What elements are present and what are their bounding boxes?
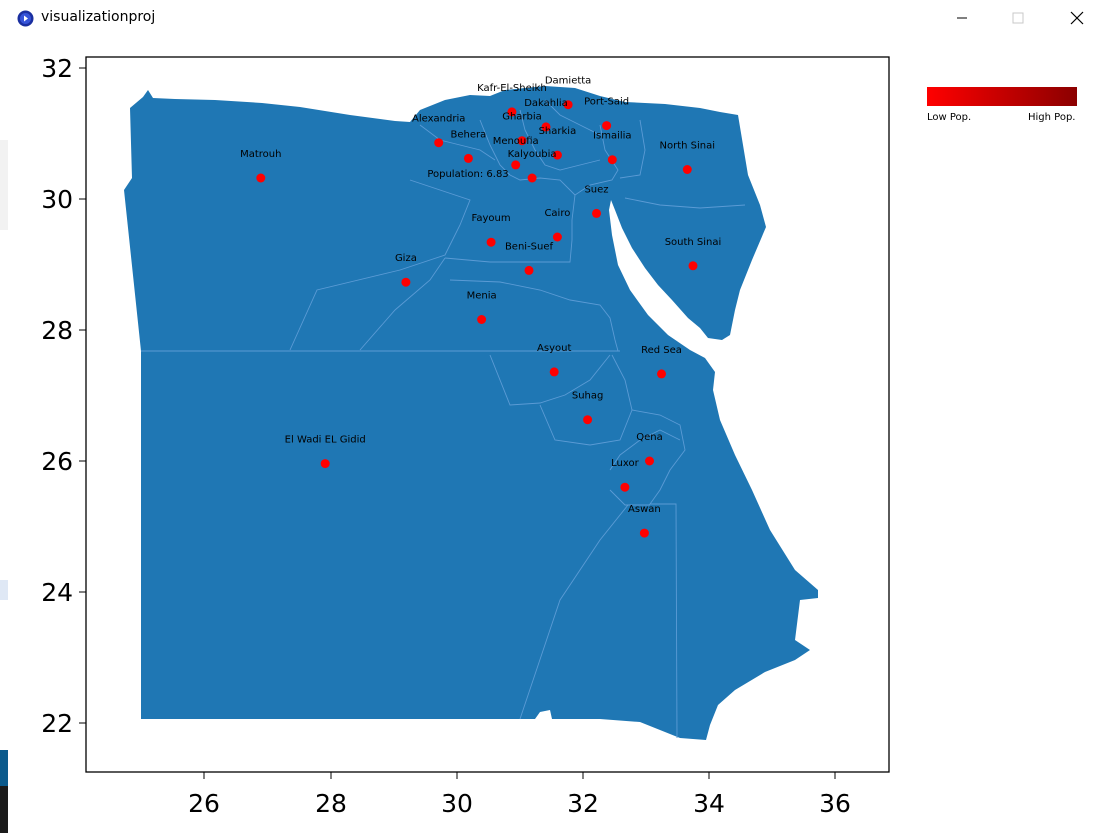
background-window-sliver (0, 580, 8, 600)
governorate-marker[interactable] (477, 315, 487, 324)
governorate-marker[interactable] (486, 237, 496, 247)
governorate-marker[interactable] (507, 107, 517, 117)
x-axis: 26 28 30 32 34 36 (188, 772, 851, 818)
governorate-label: North Sinai (660, 141, 716, 152)
governorate-marker[interactable] (549, 367, 559, 377)
governorate-label: Red Sea (641, 345, 682, 356)
y-axis: 32 30 28 26 24 22 (41, 54, 86, 738)
population-color-legend (927, 87, 1077, 106)
minimize-button[interactable] (939, 0, 985, 36)
governorate-label: Kafr-El-Sheikh (477, 83, 547, 94)
governorate-marker[interactable] (682, 165, 692, 174)
x-tick-label: 32 (567, 789, 599, 818)
governorate-label: Behera (451, 129, 487, 140)
governorate-marker[interactable] (645, 456, 654, 466)
y-tick-label: 24 (41, 578, 73, 607)
x-tick-label: 28 (315, 789, 347, 818)
governorate-label: Matrouh (240, 149, 281, 160)
y-tick-label: 32 (41, 54, 73, 83)
y-tick-label: 26 (41, 447, 73, 476)
governorate-label: Beni-Suef (505, 241, 554, 252)
governorate-marker[interactable] (602, 121, 612, 131)
governorate-marker[interactable] (563, 100, 573, 110)
egypt-landmass (124, 86, 818, 740)
governorate-marker[interactable] (657, 369, 666, 379)
governorate-label: Luxor (611, 458, 639, 469)
window-titlebar: visualizationproj (0, 0, 1108, 36)
governorate-label: South Sinai (665, 237, 722, 248)
y-tick-label: 30 (41, 185, 73, 214)
x-tick-label: 30 (441, 789, 473, 818)
governorate-label: Qena (636, 432, 663, 443)
governorate-label: Ismailia (593, 131, 632, 142)
governorate-marker[interactable] (256, 173, 266, 183)
governorate-marker[interactable] (552, 150, 562, 160)
governorate-marker[interactable] (517, 136, 527, 146)
governorate-marker[interactable] (463, 153, 473, 163)
x-tick-label: 36 (819, 789, 851, 818)
governorate-marker[interactable] (434, 138, 444, 148)
governorate-label: Giza (395, 253, 417, 264)
governorate-marker[interactable] (524, 265, 534, 275)
governorate-label: Dakahlia (524, 98, 568, 109)
hover-annotation: Population: 6.83 (427, 169, 508, 180)
close-icon (1070, 11, 1084, 25)
governorate-labels: Matrouh Alexandria Behera Kafr-El-SheikhDam… (240, 76, 721, 515)
governorate-markers (256, 100, 698, 538)
governorate-marker[interactable] (552, 232, 562, 242)
legend-low-label: Low Pop. (927, 112, 972, 123)
governorate-label: Aswan (628, 504, 661, 515)
governorate-label: Suez (584, 184, 608, 195)
legend-high-label: High Pop. (1028, 112, 1076, 123)
governorate-marker[interactable] (620, 482, 630, 492)
governorate-marker[interactable] (607, 155, 617, 165)
window-title: visualizationproj (41, 9, 156, 25)
governorate-marker[interactable] (320, 459, 330, 469)
governorate-label: Suhag (572, 391, 604, 402)
governorate-marker[interactable] (639, 528, 649, 538)
governorate-marker[interactable] (541, 122, 551, 132)
governorate-label: Menia (467, 291, 497, 302)
governorate-label: El Wadi EL Gidid (285, 435, 366, 446)
maximize-button[interactable] (995, 0, 1041, 36)
y-tick-label: 28 (41, 316, 73, 345)
governorate-marker[interactable] (401, 277, 411, 287)
governorate-borders (141, 99, 746, 739)
governorate-label: Damietta (545, 76, 591, 87)
governorate-label: Alexandria (412, 114, 465, 125)
y-tick-label: 22 (41, 709, 73, 738)
governorate-label: Kalyoubia (508, 149, 557, 160)
minimize-icon (957, 17, 967, 19)
x-tick-label: 34 (693, 789, 725, 818)
governorate-marker[interactable] (583, 415, 593, 425)
governorate-marker[interactable] (688, 261, 698, 271)
governorate-label: Sharkia (539, 126, 577, 137)
governorate-marker[interactable] (592, 208, 601, 218)
governorate-label: Port-Said (584, 97, 629, 108)
governorate-label: Cairo (544, 208, 570, 219)
background-window-sliver (0, 750, 8, 786)
governorate-label: Gharbia (502, 112, 542, 123)
governorate-label: Asyout (537, 343, 571, 354)
governorate-label: Menoufia (493, 136, 539, 147)
governorate-marker[interactable] (511, 160, 521, 170)
app-icon (17, 10, 34, 27)
x-tick-label: 26 (188, 789, 220, 818)
governorate-label: Fayoum (472, 213, 511, 224)
close-button[interactable] (1054, 0, 1100, 36)
background-window-sliver (0, 140, 8, 230)
governorate-marker[interactable] (527, 173, 537, 183)
maximize-icon (1012, 12, 1024, 24)
background-window-sliver (0, 786, 8, 833)
